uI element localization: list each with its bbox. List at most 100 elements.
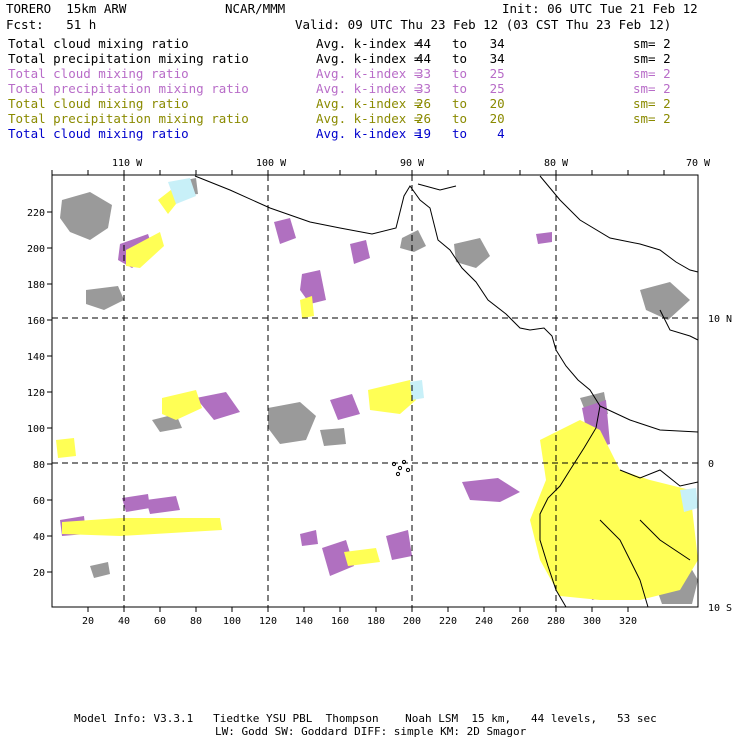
legend-sm: sm= 2 xyxy=(633,51,671,66)
purple-cloud-area xyxy=(322,540,354,576)
map-frame xyxy=(51,174,699,608)
coastline xyxy=(599,519,649,608)
longitude-label: 70 W xyxy=(686,158,711,169)
legend-from: 19 xyxy=(416,126,432,141)
x-tick-label: 180 xyxy=(367,616,385,627)
x-tick-label: 120 xyxy=(259,616,277,627)
legend-from: 44 xyxy=(416,51,432,66)
x-tick-label: 300 xyxy=(583,616,601,627)
longitude-label: 90 W xyxy=(400,158,425,169)
gray-cloud-area xyxy=(90,562,110,578)
legend-from: 44 xyxy=(416,36,432,51)
y-tick-label: 100 xyxy=(27,424,45,435)
purple-cloud-area xyxy=(300,270,326,304)
yellow-cloud-area xyxy=(62,518,222,536)
legend-stat: Avg. k-index = xyxy=(316,111,422,126)
y-tick-label: 180 xyxy=(27,280,45,291)
yellow-cloud-area xyxy=(368,380,416,414)
gray-cloud-area xyxy=(400,230,426,252)
longitude-label: 110 W xyxy=(112,158,143,169)
purple-cloud-area xyxy=(462,478,520,502)
legend-field: Total cloud mixing ratio xyxy=(8,96,189,111)
x-tick-label: 240 xyxy=(475,616,493,627)
legend-from: 26 xyxy=(416,111,432,126)
y-tick-label: 140 xyxy=(27,352,45,363)
y-tick-label: 60 xyxy=(33,496,45,507)
coastlines xyxy=(194,175,699,608)
purple-cloud-area xyxy=(274,218,296,244)
legend-sm: sm= 2 xyxy=(633,96,671,111)
legend-to: to 25 xyxy=(452,66,505,81)
x-tick-label: 40 xyxy=(118,616,130,627)
x-tick-label: 220 xyxy=(439,616,457,627)
coastline xyxy=(539,349,601,608)
yellow-cloud-area xyxy=(162,390,202,420)
legend-stat: Avg. k-index = xyxy=(316,66,422,81)
x-tick-label: 200 xyxy=(403,616,421,627)
legend-from: 33 xyxy=(416,66,432,81)
legend-from: 33 xyxy=(416,81,432,96)
cloud-fields xyxy=(56,178,698,604)
x-tick-label: 60 xyxy=(154,616,166,627)
latitude-label: 10 N xyxy=(708,314,732,325)
gray-cloud-area xyxy=(454,238,490,268)
legend-field: Total cloud mixing ratio xyxy=(8,126,189,141)
legend-field: Total precipitation mixing ratio xyxy=(8,81,249,96)
purple-cloud-area xyxy=(536,232,552,244)
purple-cloud-area xyxy=(196,392,240,420)
longitude-label: 100 W xyxy=(256,158,287,169)
legend-stat: Avg. k-index = xyxy=(316,126,422,141)
model-info: Model Info: V3.3.1 Tiedtke YSU PBL Thomp… xyxy=(74,712,657,725)
island xyxy=(395,471,401,477)
yellow-cloud-area xyxy=(56,438,76,458)
legend-to: to 20 xyxy=(452,111,505,126)
yellow-cloud-area xyxy=(344,548,380,566)
purple-cloud-area xyxy=(330,394,360,420)
legend-field: Total cloud mixing ratio xyxy=(8,66,189,81)
coastline xyxy=(639,519,691,561)
coastline xyxy=(417,183,457,191)
valid-time: Valid: 09 UTC Thu 23 Feb 12 (03 CST Thu … xyxy=(295,17,672,32)
coastline xyxy=(619,469,699,487)
legend-sm: sm= 2 xyxy=(633,81,671,96)
coastline xyxy=(539,175,699,273)
x-tick-label: 100 xyxy=(223,616,241,627)
legend-sm: sm= 2 xyxy=(633,66,671,81)
x-tick-label: 140 xyxy=(295,616,313,627)
island xyxy=(397,465,403,471)
y-tick-label: 20 xyxy=(33,568,45,579)
legend-stat: Avg. k-index = xyxy=(316,96,422,111)
cyan-cloud-area xyxy=(680,488,698,512)
cyan-cloud-area xyxy=(410,380,424,400)
y-tick-label: 120 xyxy=(27,388,45,399)
legend-to: to 34 xyxy=(452,51,505,66)
organization: NCAR/MMM xyxy=(225,1,286,16)
island xyxy=(391,461,397,467)
yellow-cloud-area xyxy=(126,232,164,268)
legend-stat: Avg. k-index = xyxy=(316,81,422,96)
coastline xyxy=(659,309,699,341)
legend-to: to 4 xyxy=(452,126,505,141)
y-tick-label: 40 xyxy=(33,532,45,543)
coastline xyxy=(194,175,557,351)
gray-cloud-area xyxy=(320,428,346,446)
y-tick-label: 80 xyxy=(33,460,45,471)
gray-cloud-area xyxy=(640,282,690,320)
y-tick-label: 160 xyxy=(27,316,45,327)
x-tick-label: 320 xyxy=(619,616,637,627)
y-tick-label: 220 xyxy=(27,208,45,219)
legend-stat: Avg. k-index = xyxy=(316,51,422,66)
island xyxy=(405,467,411,473)
purple-cloud-area xyxy=(146,496,180,514)
legend-to: to 34 xyxy=(452,36,505,51)
coastline xyxy=(599,405,699,433)
legend-field: Total precipitation mixing ratio xyxy=(8,51,249,66)
init-time: Init: 06 UTC Tue 21 Feb 12 xyxy=(502,1,698,16)
yellow-cloud-area xyxy=(530,420,698,600)
forecast-hour: Fcst: 51 h xyxy=(6,17,97,32)
purple-cloud-area xyxy=(122,494,150,512)
x-tick-label: 160 xyxy=(331,616,349,627)
cyan-cloud-area xyxy=(168,178,196,204)
legend-to: to 25 xyxy=(452,81,505,96)
